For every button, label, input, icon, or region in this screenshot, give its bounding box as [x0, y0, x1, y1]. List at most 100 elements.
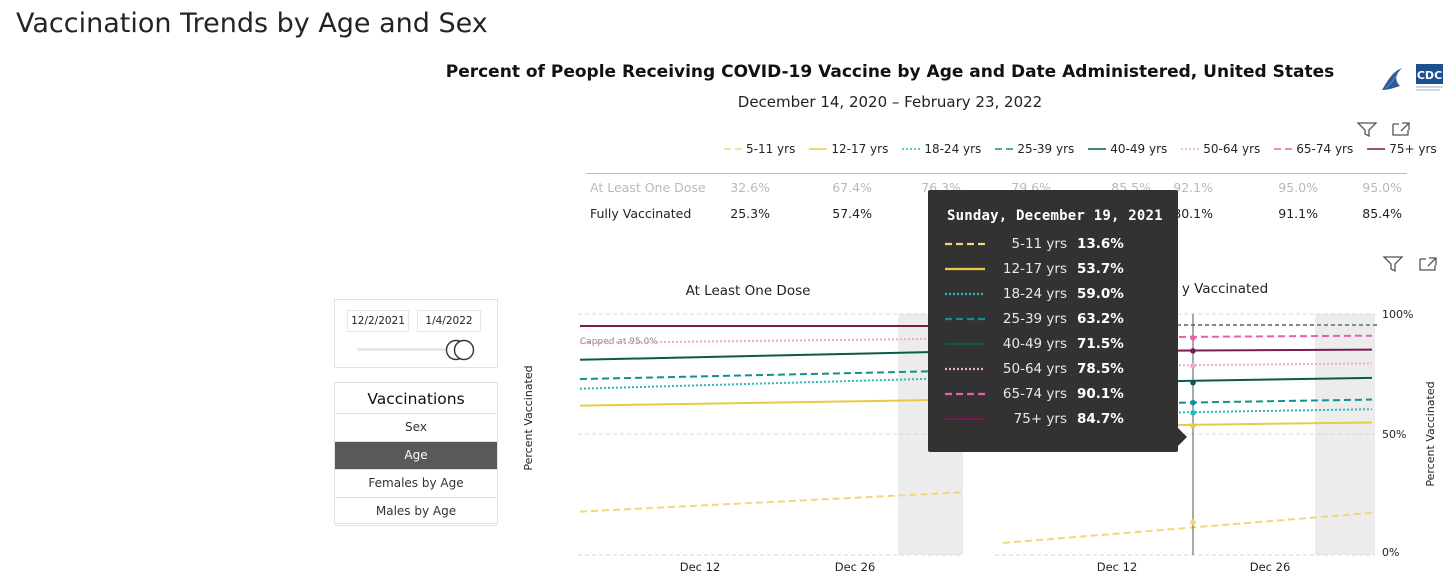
tooltip-pointer	[1178, 428, 1187, 446]
tooltip-row: 50-64 yrs 78.5%	[945, 359, 1175, 379]
tooltip-label: 50-64 yrs	[1002, 361, 1067, 377]
legend-swatch	[995, 148, 1014, 150]
legend-label: 50-64 yrs	[1203, 142, 1261, 156]
tooltip-label: 12-17 yrs	[1002, 261, 1067, 277]
series-line-40-49-yrs[interactable]	[579, 350, 963, 361]
start-date-input[interactable]: 12/2/2021	[347, 310, 409, 332]
hover-marker	[1190, 348, 1196, 354]
legend-label: 65-74 yrs	[1296, 142, 1354, 156]
chart-title: Percent of People Receiving COVID-19 Vac…	[445, 62, 1335, 82]
legend-item[interactable]: 65-74 yrs	[1274, 140, 1353, 158]
tooltip-label: 65-74 yrs	[1002, 386, 1067, 402]
tooltip-swatch	[945, 342, 985, 346]
tooltip-value: 84.7%	[1077, 411, 1124, 427]
legend-item[interactable]: 5-11 yrs	[724, 140, 795, 158]
tooltip-row: 65-74 yrs 90.1%	[945, 384, 1175, 404]
vaccinations-panel: Vaccinations Sex Age Females by Age Male…	[334, 382, 498, 526]
legend-label: 75+ yrs	[1389, 142, 1437, 156]
right-y-tick-labels: 100% 50% 0%	[1382, 308, 1413, 559]
y-tick-label: 50%	[1382, 428, 1406, 441]
vaccinations-option-sex[interactable]: Sex	[335, 414, 497, 442]
legend-label: 12-17 yrs	[831, 142, 889, 156]
tooltip-swatch	[945, 317, 985, 321]
series-line-5-11-yrs[interactable]	[579, 491, 963, 513]
legend-item[interactable]: 18-24 yrs	[902, 140, 981, 158]
series-line-12-17-yrs[interactable]	[579, 398, 963, 407]
tooltip-swatch	[945, 292, 985, 296]
summary-cell: 67.4%	[832, 180, 872, 195]
filter-icon[interactable]	[1356, 120, 1378, 138]
tooltip-value: 78.5%	[1077, 361, 1124, 377]
hover-marker	[1190, 399, 1196, 406]
x-tick-label: Dec 12	[1097, 560, 1138, 574]
focus-mode-icon[interactable]	[1390, 120, 1412, 138]
legend-swatch	[724, 148, 742, 150]
summary-cell: 32.6%	[730, 180, 770, 195]
left-y-axis-label: Percent Vaccinated	[522, 365, 535, 470]
left-chart-series	[579, 325, 963, 513]
vaccinations-option-females-by-age[interactable]: Females by Age	[335, 470, 497, 498]
vaccinations-title: Vaccinations	[335, 383, 497, 414]
focus-mode-icon[interactable]	[1417, 255, 1439, 273]
legend-item[interactable]: 75+ yrs	[1367, 140, 1437, 158]
legend-item[interactable]: 40-49 yrs	[1088, 140, 1167, 158]
chart-subtitle: December 14, 2020 – February 23, 2022	[737, 93, 1043, 111]
tooltip-value: 59.0%	[1077, 286, 1124, 302]
summary-row-label: Fully Vaccinated	[590, 206, 692, 221]
x-tick-label: Dec 12	[680, 560, 721, 574]
summary-cell: 95.0%	[1362, 180, 1402, 195]
summary-cell: 91.1%	[1278, 206, 1318, 221]
vaccinations-option-males-by-age[interactable]: Males by Age	[335, 498, 497, 526]
right-y-axis-label: Percent Vaccinated	[1424, 381, 1437, 486]
legend-swatch	[809, 148, 828, 150]
hover-marker	[1190, 422, 1196, 429]
legend-item[interactable]: 50-64 yrs	[1181, 140, 1260, 158]
tooltip-value: 90.1%	[1077, 386, 1124, 402]
tooltip-label: 25-39 yrs	[1002, 311, 1067, 327]
legend-item[interactable]: 25-39 yrs	[995, 140, 1074, 158]
x-tick-labels: Dec 12 Dec 26 Dec 12 Dec 26	[680, 560, 1291, 574]
tooltip-label: 5-11 yrs	[1011, 236, 1067, 252]
legend-swatch	[1181, 148, 1200, 150]
tooltip-swatch	[945, 267, 985, 271]
summary-row-label: At Least One Dose	[590, 180, 706, 195]
tooltip-row: 40-49 yrs 71.5%	[945, 334, 1175, 354]
summary-cell: 80.1%	[1173, 206, 1213, 221]
series-line-5-11-yrs[interactable]	[1002, 511, 1373, 544]
cap-annotation: Capped at 95.0%	[580, 337, 658, 347]
legend-label: 5-11 yrs	[746, 142, 796, 156]
hover-marker	[1190, 335, 1196, 341]
tooltip-row: 18-24 yrs 59.0%	[945, 284, 1175, 304]
tooltip-label: 75+ yrs	[1013, 411, 1067, 427]
summary-cell: 95.0%	[1278, 180, 1318, 195]
date-slider-track[interactable]	[357, 348, 467, 351]
summary-cell: 85.4%	[1362, 206, 1402, 221]
legend-swatch	[902, 148, 921, 150]
tooltip-value: 63.2%	[1077, 311, 1124, 327]
hover-markers	[1190, 335, 1196, 526]
legend-swatch	[1088, 148, 1107, 150]
tooltip-label: 18-24 yrs	[1002, 286, 1067, 302]
tooltip-value: 53.7%	[1077, 261, 1124, 277]
legend-label: 25-39 yrs	[1017, 142, 1075, 156]
tooltip-row: 12-17 yrs 53.7%	[945, 259, 1175, 279]
legend-label: 40-49 yrs	[1110, 142, 1168, 156]
date-slider-handles[interactable]	[445, 338, 477, 362]
filter-icon[interactable]	[1382, 255, 1404, 273]
end-date-input[interactable]: 1/4/2022	[417, 310, 481, 332]
y-tick-label: 0%	[1382, 546, 1399, 559]
legend-swatch	[1274, 148, 1293, 150]
tooltip-swatch	[945, 367, 985, 371]
cdc-logo-text: CDC	[1417, 69, 1442, 82]
tooltip-title: Sunday, December 19, 2021	[947, 208, 1163, 224]
tooltip-row: 25-39 yrs 63.2%	[945, 309, 1175, 329]
tooltip-row: 75+ yrs 84.7%	[945, 409, 1175, 429]
hover-marker	[1190, 379, 1196, 386]
legend-item[interactable]: 12-17 yrs	[809, 140, 888, 158]
vaccinations-option-age[interactable]: Age	[335, 442, 497, 470]
hover-marker	[1190, 410, 1196, 416]
chart-right-title: y Vaccinated	[1182, 281, 1268, 297]
tooltip-swatch	[945, 392, 985, 396]
date-range-slicer: 12/2/2021 1/4/2022	[334, 299, 498, 368]
series-line-25-39-yrs[interactable]	[579, 369, 963, 381]
